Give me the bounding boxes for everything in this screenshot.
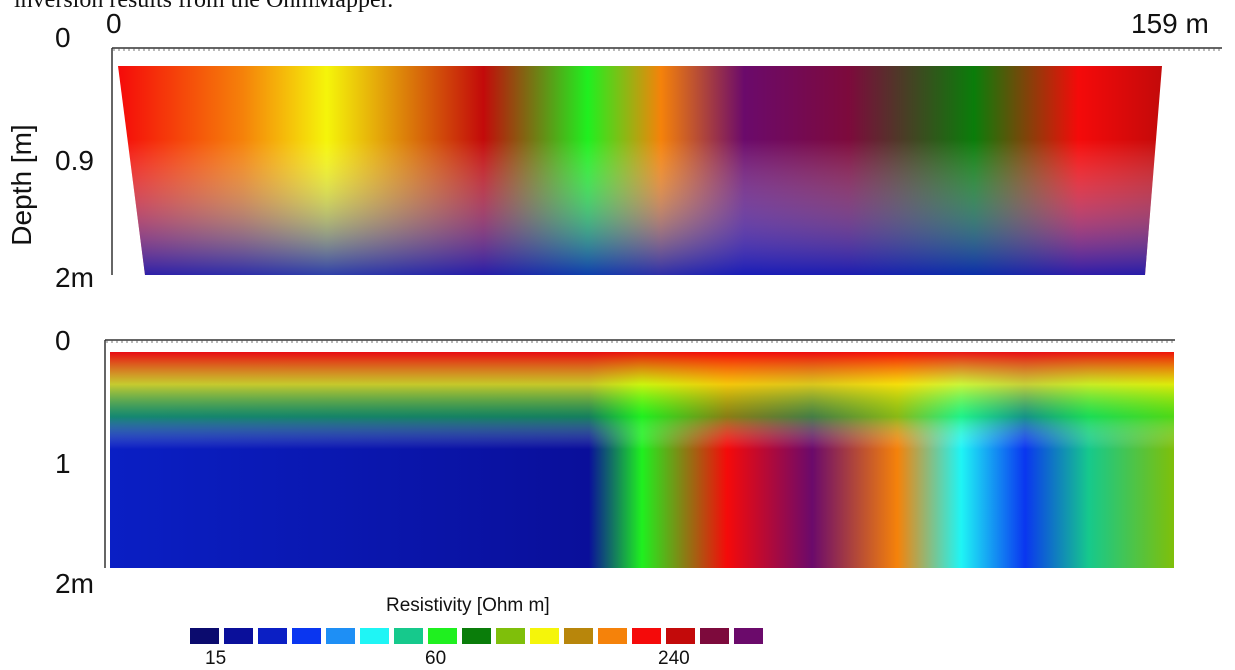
colorbar-swatch [530,628,559,644]
figure-caption: inversion results from the OhmMapper. [14,0,394,13]
lower-section-panel [104,339,1175,568]
lower-top-ticks [106,340,1173,343]
colorbar-swatch [326,628,355,644]
colorbar-swatch [632,628,661,644]
upper-ytick-0: 0 [55,22,71,53]
lower-ytick-end: 2m [55,568,94,599]
resistivity-colorbar [190,628,763,644]
colorbar-title: Resistivity [Ohm m] [386,595,550,616]
colorbar-tick-60: 60 [425,648,447,669]
colorbar-swatch [428,628,457,644]
lower-ytick-0: 0 [55,325,71,356]
colorbar-swatch [734,628,763,644]
colorbar-swatch [700,628,729,644]
x-start-label: 0 [106,8,122,39]
colorbar-swatch [224,628,253,644]
colorbar-swatch [462,628,491,644]
lower-section-top-layer [110,352,1174,568]
colorbar-swatch [292,628,321,644]
colorbar-swatch [496,628,525,644]
colorbar-swatch [190,628,219,644]
colorbar-swatch [360,628,389,644]
lower-ytick-mid: 1 [55,448,71,479]
upper-section-panel [111,47,1222,275]
colorbar-swatch [258,628,287,644]
upper-ytick-end: 2m [55,262,94,293]
upper-ytick-mid: 0.9 [55,145,94,176]
colorbar-tick-240: 240 [658,648,690,669]
upper-top-ticks [113,48,1220,51]
colorbar-swatch [564,628,593,644]
colorbar-tick-15: 15 [205,648,227,669]
x-end-label: 159 m [1131,8,1209,39]
colorbar-swatch [394,628,423,644]
upper-section-depth-shading [118,66,1162,275]
colorbar-swatch [598,628,627,644]
colorbar-swatch [666,628,695,644]
